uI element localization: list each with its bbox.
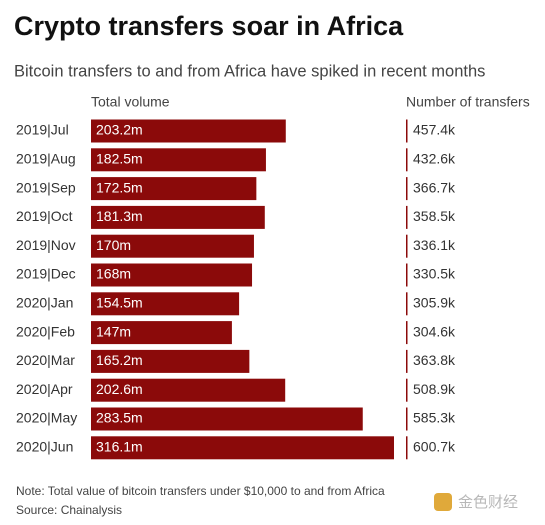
value-label: 170m: [96, 237, 131, 253]
category-label: 2019|Jul: [16, 122, 69, 138]
bar: [91, 321, 232, 345]
transfer-label: 336.1k: [413, 237, 456, 253]
transfer-mark: [406, 205, 408, 229]
value-label: 182.5m: [96, 151, 143, 167]
transfer-mark: [406, 263, 408, 287]
transfer-label: 585.3k: [413, 410, 456, 426]
transfer-mark: [406, 378, 408, 402]
category-label: 2019|Nov: [16, 237, 76, 253]
transfer-mark: [406, 119, 408, 143]
category-label: 2020|Apr: [16, 381, 73, 397]
value-label: 165.2m: [96, 352, 143, 368]
bar: [91, 292, 240, 316]
category-label: 2019|Dec: [16, 266, 76, 282]
bar: [91, 436, 394, 460]
transfer-label: 508.9k: [413, 381, 456, 397]
value-label: 283.5m: [96, 410, 143, 426]
transfer-mark: [406, 407, 408, 431]
category-label: 2020|Feb: [16, 323, 75, 339]
transfer-mark: [406, 177, 408, 201]
watermark: 金色财经: [458, 494, 518, 511]
transfer-mark: [406, 292, 408, 316]
value-label: 202.6m: [96, 381, 143, 397]
value-label: 203.2m: [96, 122, 143, 138]
transfer-mark: [406, 321, 408, 345]
column-header: Total volume: [91, 94, 170, 110]
source: Source: Chainalysis: [16, 503, 122, 517]
transfer-label: 330.5k: [413, 266, 456, 282]
category-label: 2020|Jan: [16, 295, 73, 311]
category-label: 2020|May: [16, 410, 77, 426]
transfer-label: 366.7k: [413, 179, 456, 195]
category-label: 2019|Sep: [16, 179, 76, 195]
transfer-label: 358.5k: [413, 208, 456, 224]
chart-subtitle: Bitcoin transfers to and from Africa hav…: [14, 62, 485, 80]
value-label: 172.5m: [96, 179, 143, 195]
bar: [91, 177, 257, 201]
bar: [91, 263, 253, 287]
note: Note: Total value of bitcoin transfers u…: [16, 484, 385, 498]
transfer-mark: [406, 349, 408, 373]
bar: [91, 378, 286, 402]
category-label: 2019|Aug: [16, 151, 76, 167]
value-label: 316.1m: [96, 439, 143, 455]
transfer-label: 305.9k: [413, 295, 456, 311]
category-label: 2019|Oct: [16, 208, 73, 224]
value-label: 168m: [96, 266, 131, 282]
value-label: 147m: [96, 323, 131, 339]
value-label: 154.5m: [96, 295, 143, 311]
column-header: Number of transfers: [406, 94, 530, 110]
value-label: 181.3m: [96, 208, 143, 224]
transfer-label: 363.8k: [413, 352, 456, 368]
transfer-mark: [406, 436, 408, 460]
transfer-label: 600.7k: [413, 439, 456, 455]
bar: [91, 349, 250, 373]
transfer-label: 304.6k: [413, 323, 456, 339]
transfer-mark: [406, 234, 408, 258]
bar: [91, 148, 266, 172]
bar: [91, 407, 363, 431]
bar: [91, 205, 265, 229]
category-label: 2020|Jun: [16, 439, 73, 455]
transfer-label: 432.6k: [413, 151, 456, 167]
chart-title: Crypto transfers soar in Africa: [14, 11, 404, 41]
bar: [91, 234, 254, 258]
transfer-mark: [406, 148, 408, 172]
watermark-icon: [434, 493, 452, 511]
transfer-label: 457.4k: [413, 122, 456, 138]
bar: [91, 119, 286, 143]
category-label: 2020|Mar: [16, 352, 75, 368]
